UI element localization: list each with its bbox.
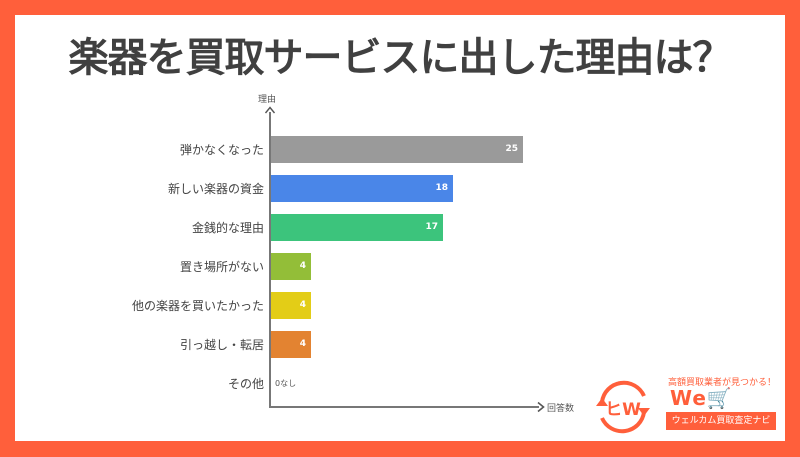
bar-row: 置き場所がない 4 (0, 253, 800, 281)
bar[interactable]: 4 (271, 331, 311, 358)
y-axis-label: 理由 (258, 95, 277, 105)
right-arrow-icon (537, 401, 545, 413)
category-label: 他の楽器を買いたかった (131, 299, 264, 313)
bar-row: 金銭的な理由 17 (0, 214, 800, 242)
bar-value: 17 (425, 222, 438, 232)
bar-row: 新しい楽器の資金 18 (0, 175, 800, 203)
bar[interactable]: 18 (271, 175, 453, 202)
category-label: 金銭的な理由 (191, 221, 264, 235)
logo-banner: ウェルカム買取査定ナビ (666, 412, 776, 430)
bar-value: 0なし (275, 379, 297, 388)
category-label: その他 (227, 377, 264, 391)
x-axis-line (269, 406, 539, 408)
bar-row: 引っ越し・転居 4 (0, 331, 800, 359)
y-axis-line (269, 112, 271, 408)
bar-row: 他の楽器を買いたかった 4 (0, 292, 800, 320)
recycle-circle-icon: ヒW (596, 380, 650, 434)
bar-value: 18 (435, 183, 448, 193)
bar[interactable]: 4 (271, 292, 311, 319)
bar[interactable]: 17 (271, 214, 443, 241)
up-arrow-icon (264, 106, 276, 114)
bar-row: その他 0なし (0, 370, 800, 398)
logo-tagline: 高額買取業者が見つかる！ (668, 378, 777, 388)
x-axis-label: 回答数 (547, 404, 575, 414)
bar[interactable]: 4 (271, 253, 311, 280)
bar-value: 25 (505, 144, 518, 154)
category-label: 弾かなくなった (179, 143, 264, 157)
welcome-logo[interactable]: ヒW 高額買取業者が見つかる！ We🛒come ウェルカム買取査定ナビ (592, 372, 787, 442)
cart-icon: 🛒 (706, 386, 733, 410)
bar-row: 弾かなくなった 25 (0, 136, 800, 164)
category-label: 引っ越し・転居 (179, 338, 264, 352)
bar-value: 4 (299, 300, 306, 310)
svg-text:ヒW: ヒW (605, 400, 641, 420)
bar-value: 4 (299, 339, 306, 349)
page-title: 楽器を買取サービスに出した理由は？ (68, 35, 733, 81)
bar-value: 4 (299, 261, 306, 271)
bar[interactable]: 25 (271, 136, 523, 163)
category-label: 新しい楽器の資金 (167, 182, 264, 196)
category-label: 置き場所がない (179, 260, 264, 274)
brand-text: We (670, 386, 707, 410)
